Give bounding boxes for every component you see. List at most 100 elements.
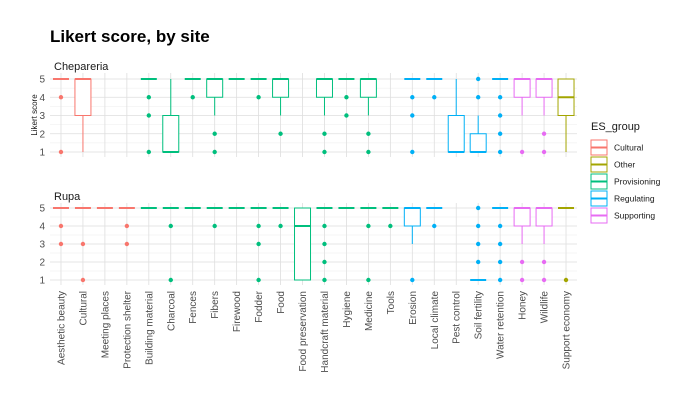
outlier-rupa-water-retention (497, 277, 503, 283)
x-tick-label-pest-control: Pest control (452, 291, 463, 344)
box-chepareria-wildlife (535, 78, 553, 98)
outlier-rupa-wildlife (541, 259, 547, 265)
outlier-chepareria-medicine (366, 149, 371, 155)
outlier-chepareria-honey (519, 149, 525, 155)
outlier-chepareria-erosion (410, 113, 415, 118)
outlier-rupa-water-retention (497, 223, 503, 229)
outlier-chepareria-water-retention (497, 113, 503, 118)
outlier-chepareria-medicine (366, 131, 371, 136)
outlier-rupa-handcraft-material (322, 223, 327, 229)
outlier-rupa-food (278, 223, 283, 229)
box-chepareria-honey (513, 78, 531, 98)
box-chepareria-fibers (206, 78, 224, 98)
box-chepareria-soil-fertility (469, 133, 487, 153)
box-chepareria-pest-control (447, 115, 465, 153)
outlier-rupa-aesthetic-beauty (58, 223, 64, 229)
outlier-chepareria-food (278, 131, 283, 136)
legend: ES_group Cultural Other Provisioning Regulat… (590, 121, 661, 224)
x-tick-label-local-climate: Local climate (430, 291, 441, 350)
x-tick-label-fences: Fences (188, 291, 199, 324)
panel-label-chepareria: Chepareria (54, 61, 109, 73)
legend-key-provisioning (590, 173, 608, 190)
outlier-rupa-medicine (366, 223, 371, 229)
outlier-rupa-soil-fertility (475, 241, 481, 247)
outlier-rupa-handcraft-material (322, 277, 327, 283)
outlier-chepareria-handcraft-material (322, 149, 327, 155)
x-tick-label-food-preservation: Food preservation (298, 291, 309, 372)
legend-key-cultural (590, 139, 608, 156)
outlier-rupa-honey (519, 259, 525, 265)
outlier-chepareria-soil-fertility (475, 95, 481, 100)
outlier-chepareria-aesthetic-beauty (58, 149, 64, 155)
x-tick-label-erosion: Erosion (408, 291, 419, 325)
x-tick-label-wildlife: Wildlife (540, 291, 551, 324)
outlier-rupa-fodder (256, 277, 261, 283)
x-tick-label-water-retention: Water retention (496, 291, 507, 359)
x-tick-label-handcraft-material: Handcraft material (320, 291, 331, 373)
outlier-chepareria-building-material (146, 113, 152, 118)
outlier-rupa-fodder (256, 223, 261, 229)
outlier-rupa-water-retention (497, 241, 503, 247)
box-chepareria-cultural (74, 78, 92, 116)
y-tick-label: 1 (39, 148, 45, 159)
outlier-rupa-support-economy (563, 277, 569, 283)
chart-title: Likert score, by site (50, 27, 210, 46)
y-tick-label: 3 (39, 111, 45, 122)
outlier-chepareria-water-retention (497, 131, 503, 136)
outlier-chepareria-wildlife (541, 131, 547, 136)
outlier-chepareria-aesthetic-beauty (58, 95, 64, 100)
outlier-rupa-protection-shelter (124, 223, 130, 229)
x-tick-label-protection-shelter: Protection shelter (122, 290, 133, 368)
outlier-chepareria-soil-fertility (475, 76, 481, 82)
outlier-chepareria-fences (190, 95, 195, 100)
x-tick-label-honey: Honey (518, 291, 529, 320)
outlier-chepareria-fibers (212, 149, 217, 155)
outlier-chepareria-fodder (256, 95, 261, 100)
legend-label-supporting: Supporting (614, 211, 655, 221)
legend-label-regulating: Regulating (614, 194, 655, 204)
outlier-rupa-wildlife (541, 277, 547, 283)
box-chepareria-medicine (359, 78, 377, 98)
legend-key-supporting (590, 207, 608, 224)
x-tick-label-tools: Tools (386, 291, 397, 314)
box-rupa-erosion (403, 207, 421, 227)
outlier-chepareria-hygiene (344, 113, 349, 118)
outlier-rupa-charcoal (168, 223, 173, 229)
outlier-rupa-honey (519, 277, 525, 283)
outlier-chepareria-water-retention (497, 149, 503, 155)
y-tick-label: 5 (39, 204, 45, 215)
x-tick-label-fodder: Fodder (254, 290, 265, 322)
outlier-rupa-soil-fertility (475, 205, 481, 211)
x-tick-label-food: Food (276, 291, 287, 314)
outlier-rupa-medicine (366, 277, 371, 283)
x-tick-label-medicine: Medicine (364, 291, 375, 331)
outlier-chepareria-handcraft-material (322, 131, 327, 136)
box-rupa-honey (513, 207, 531, 227)
x-tick-label-firewood: Firewood (232, 291, 243, 332)
outlier-rupa-fodder (256, 241, 261, 247)
outlier-rupa-aesthetic-beauty (58, 241, 64, 247)
y-tick-label: 1 (39, 276, 45, 287)
outlier-rupa-protection-shelter (124, 241, 130, 247)
x-tick-label-cultural: Cultural (78, 291, 89, 325)
outlier-rupa-handcraft-material (322, 241, 327, 247)
x-tick-label-charcoal: Charcoal (166, 291, 177, 331)
legend-label-provisioning: Provisioning (614, 177, 661, 187)
outlier-chepareria-hygiene (344, 95, 349, 100)
outlier-rupa-charcoal (168, 277, 173, 283)
x-tick-label-support-economy: Support economy (562, 291, 573, 369)
outlier-chepareria-erosion (410, 149, 415, 155)
box-chepareria-charcoal (162, 115, 180, 153)
panel-label-rupa: Rupa (54, 191, 81, 203)
outlier-rupa-local-climate (432, 223, 437, 229)
box-chepareria-handcraft-material (315, 78, 333, 98)
outlier-rupa-erosion (410, 277, 415, 283)
outlier-rupa-soil-fertility (475, 259, 481, 265)
outlier-chepareria-local-climate (432, 95, 437, 100)
y-tick-label: 4 (39, 93, 45, 104)
box-rupa-food-preservation (294, 207, 312, 281)
x-tick-label-meeting-places: Meeting places (100, 291, 111, 358)
outlier-chepareria-building-material (146, 95, 152, 100)
